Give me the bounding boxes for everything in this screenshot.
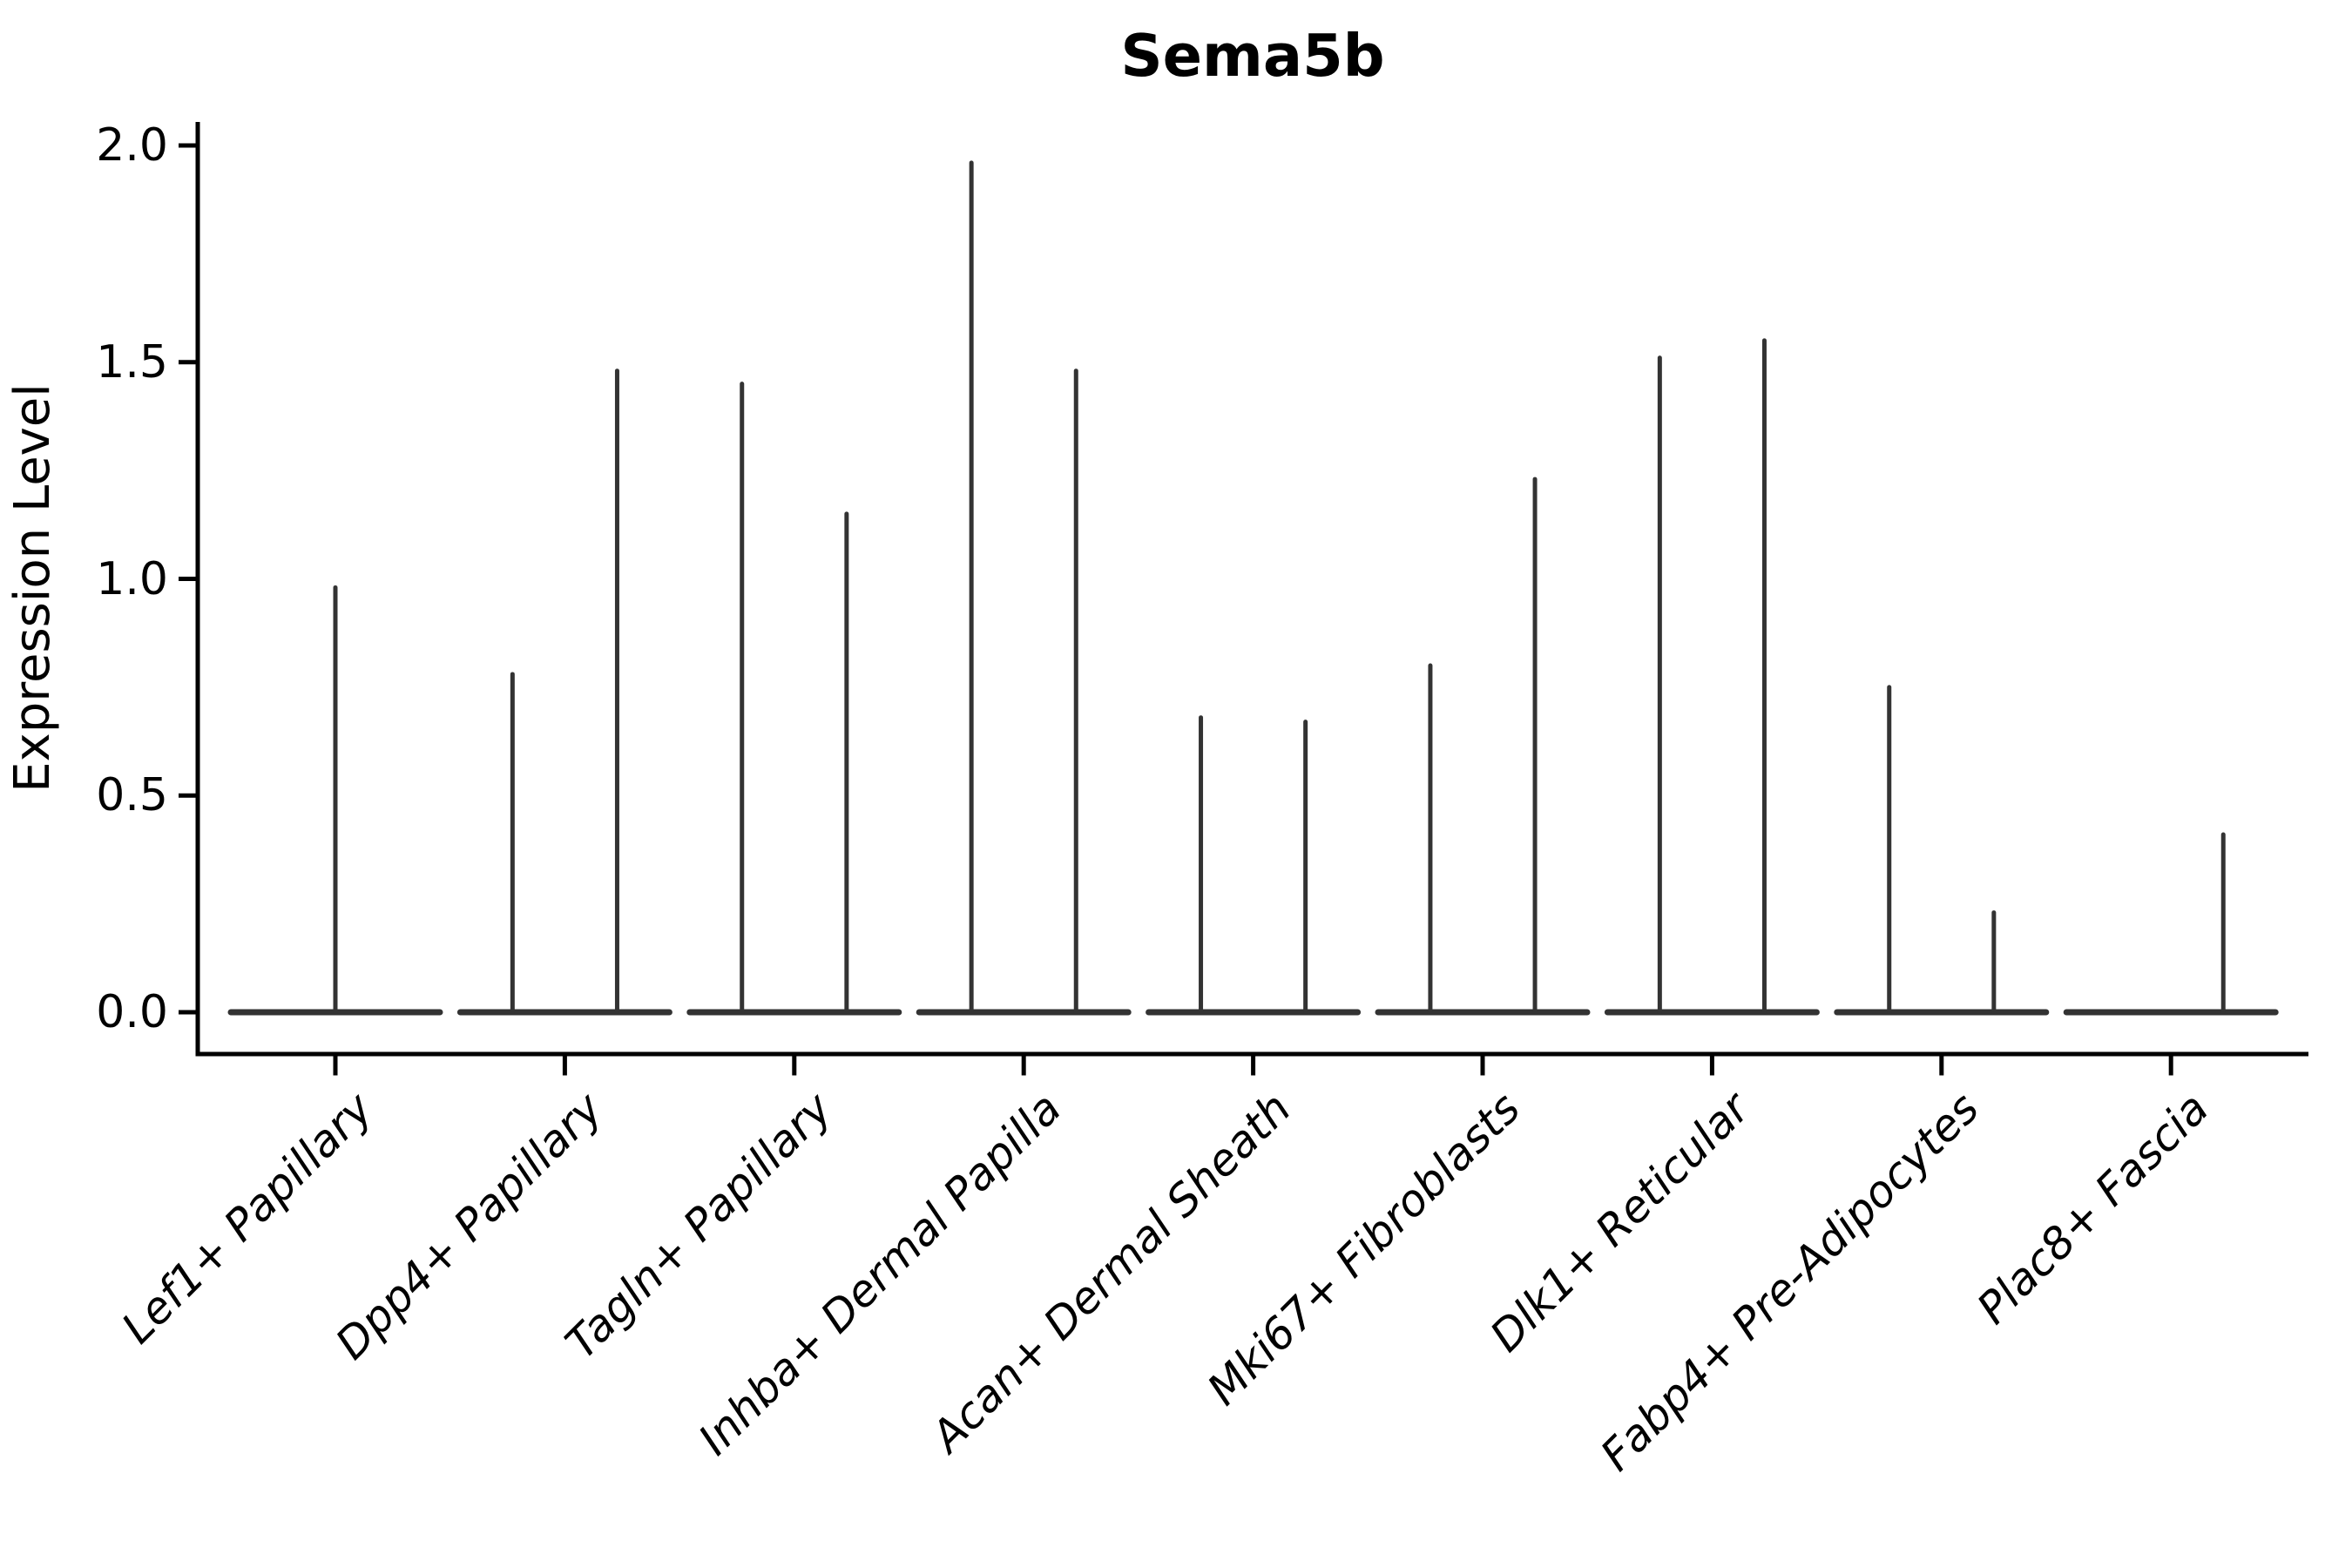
y-tick-label: 2.0 (96, 119, 168, 172)
y-tick-label: 0.0 (96, 986, 168, 1038)
y-tick-label: 0.5 (96, 769, 168, 822)
y-tick-label: 1.0 (96, 552, 168, 605)
y-tick-label: 1.5 (96, 335, 168, 389)
chart-title: Sema5b (1120, 22, 1385, 90)
